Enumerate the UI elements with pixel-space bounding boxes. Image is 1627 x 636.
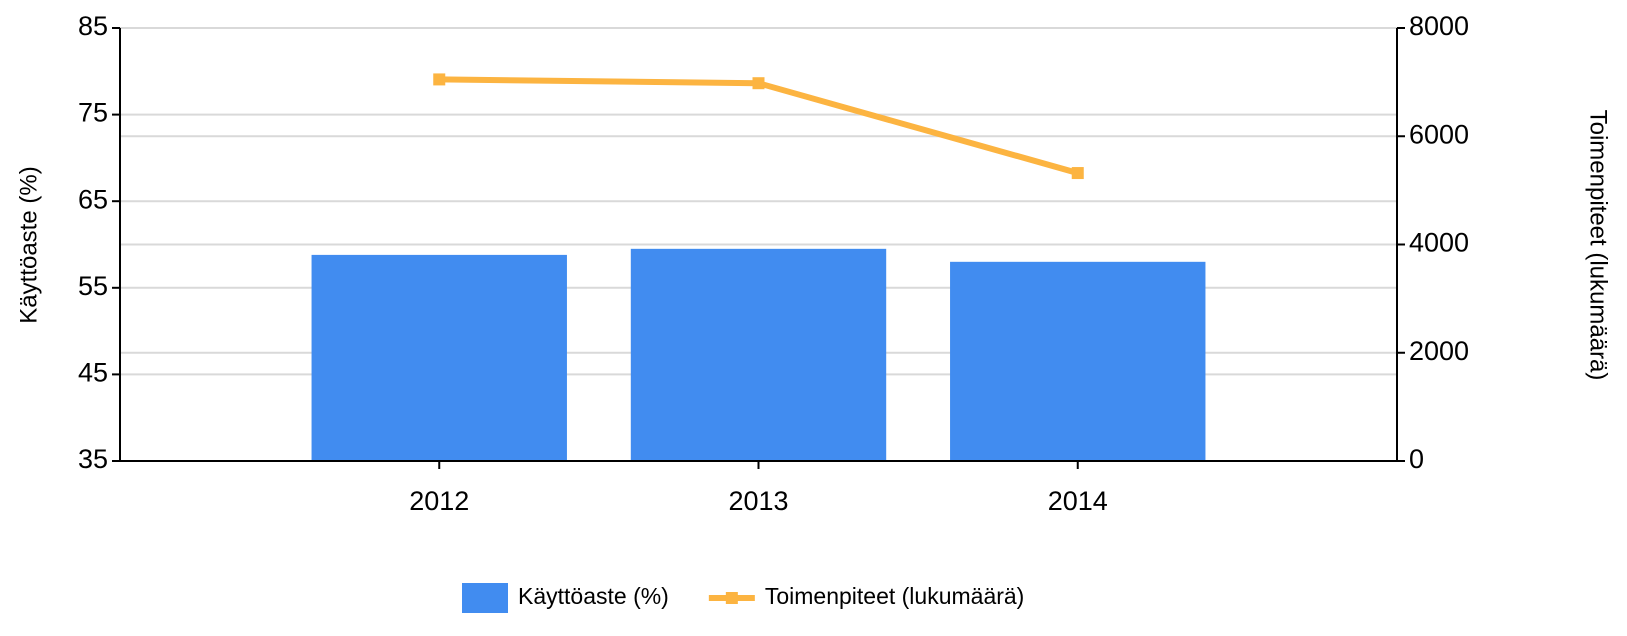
y2-tick-label: 6000 (1409, 119, 1469, 149)
y-tick-label: 55 (78, 271, 108, 301)
x-tick-label: 2012 (409, 486, 469, 516)
legend-swatch (725, 592, 738, 604)
y-axis-label: Käyttöaste (%) (15, 166, 42, 323)
legend-label: Käyttöaste (%) (518, 583, 669, 609)
y-tick-label: 65 (78, 184, 108, 214)
marker (752, 77, 765, 90)
bar (311, 254, 567, 461)
y2-tick-label: 2000 (1409, 336, 1469, 366)
y2-tick-label: 0 (1409, 444, 1424, 474)
y-tick-label: 35 (78, 444, 108, 474)
y-tick-label: 75 (78, 98, 108, 128)
bar (630, 248, 887, 461)
legend-swatch (462, 583, 508, 613)
y-tick-label: 85 (78, 11, 108, 41)
y2-tick-label: 8000 (1409, 11, 1469, 41)
legend-label: Toimenpiteet (lukumäärä) (765, 583, 1025, 609)
x-tick-label: 2014 (1048, 486, 1108, 516)
line (439, 76, 1079, 176)
marker (433, 73, 446, 86)
bar (950, 261, 1206, 461)
y2-axis-label: Toimenpiteet (lukumäärä) (1585, 110, 1612, 381)
x-tick-label: 2013 (728, 486, 788, 516)
y2-tick-label: 4000 (1409, 228, 1469, 258)
marker (1071, 167, 1084, 180)
y-tick-label: 45 (78, 358, 108, 388)
